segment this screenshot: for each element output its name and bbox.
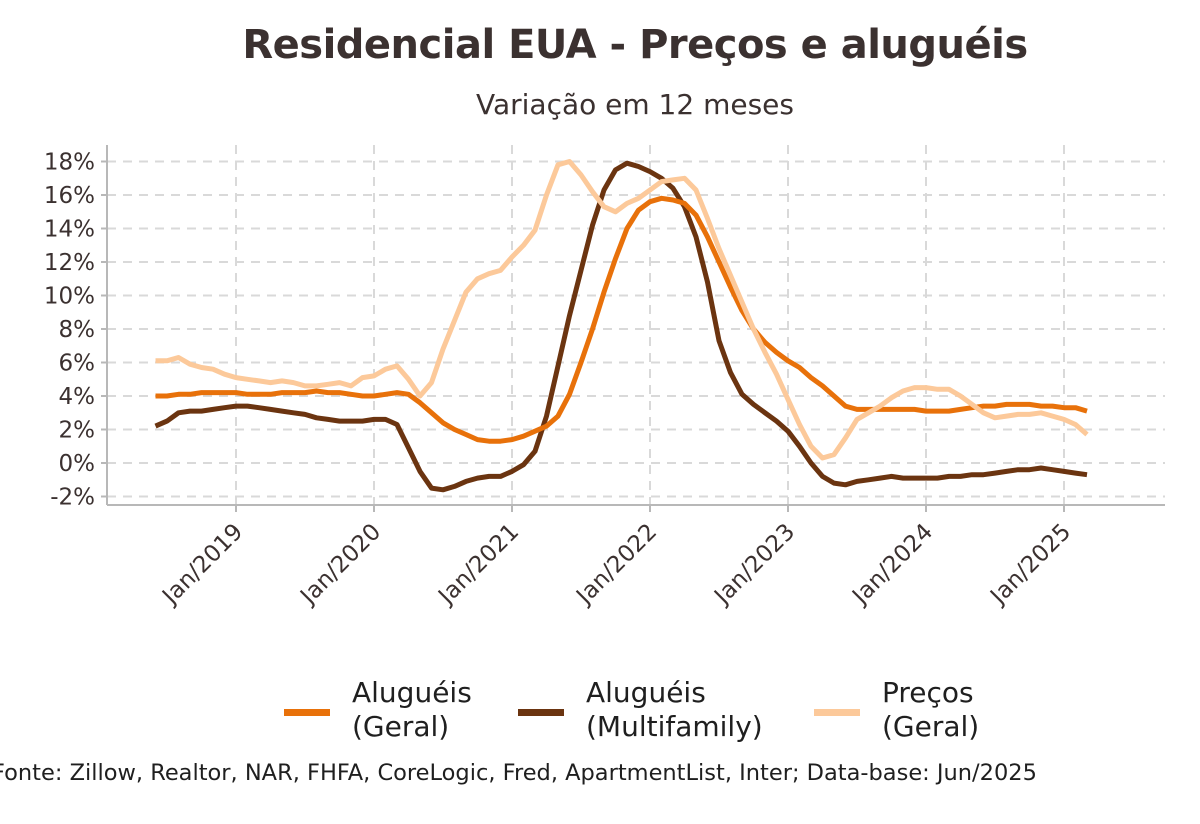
legend-swatch-precos-geral	[814, 709, 860, 716]
y-tick-label: 18%	[44, 150, 95, 176]
y-tick-label: 0%	[59, 451, 96, 477]
chart-subtitle: Variação em 12 meses	[475, 88, 794, 121]
source-caption: Fonte: Zillow, Realtor, NAR, FHFA, CoreL…	[0, 760, 1037, 786]
x-axis-ticks: Jan/2019 Jan/2020 Jan/2021 Jan/2022 Jan/2023…	[156, 519, 1076, 611]
y-axis-ticks: -2% 0% 2% 4% 6% 8% 10% 12% 14% 16% 18%	[44, 150, 95, 511]
x-tick-label: Jan/2021	[432, 519, 524, 611]
x-tick-label: Jan/2019	[156, 519, 248, 611]
series-line-alugueis-geral	[155, 195, 1088, 444]
series-line-alugueis-multifamily	[154, 160, 1088, 493]
x-tick-label: Jan/2025	[984, 519, 1076, 611]
series-lines	[154, 159, 1089, 493]
y-tick-label: 2%	[59, 418, 96, 444]
grid-lines	[107, 145, 1165, 505]
y-tick-label: 4%	[59, 384, 96, 410]
legend-label-alugueis-geral: Aluguéis (Geral)	[352, 676, 472, 743]
axes	[101, 145, 1165, 512]
series-line-precos-geral	[155, 159, 1089, 461]
y-tick-label: 10%	[44, 284, 95, 310]
chart-title: Residencial EUA - Preços e aluguéis	[242, 22, 1028, 68]
y-tick-label: 16%	[44, 183, 95, 209]
y-tick-label: 12%	[44, 250, 95, 276]
y-tick-label: -2%	[50, 485, 95, 511]
y-tick-label: 6%	[59, 351, 96, 377]
y-tick-label: 14%	[44, 217, 95, 243]
x-tick-label: Jan/2020	[294, 519, 386, 611]
legend-swatch-alugueis-geral	[284, 709, 330, 716]
legend-label-alugueis-multifamily: Aluguéis (Multifamily)	[586, 676, 763, 743]
legend-label-precos-geral: Preços (Geral)	[882, 676, 980, 743]
x-tick-label: Jan/2024	[846, 519, 938, 611]
x-tick-label: Jan/2023	[708, 519, 800, 611]
y-tick-label: 8%	[59, 317, 96, 343]
legend-swatch-alugueis-multifamily	[518, 709, 564, 716]
x-tick-label: Jan/2022	[570, 519, 662, 611]
